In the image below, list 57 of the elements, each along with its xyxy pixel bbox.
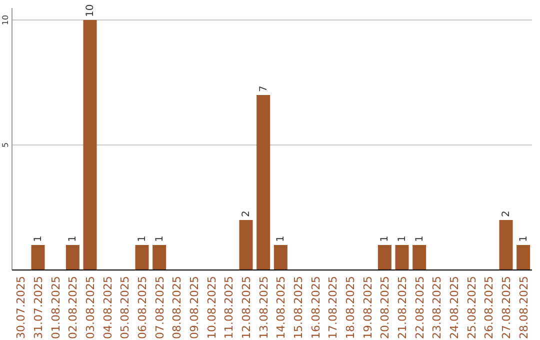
- x-tick-label: 02.08.2025: [66, 276, 80, 339]
- x-tick-label: 20.08.2025: [378, 276, 392, 339]
- bar: [239, 220, 253, 270]
- x-tick-label: 25.08.2025: [465, 276, 478, 339]
- x-tick-label: 11.08.2025: [222, 276, 236, 339]
- x-tick-label: 15.08.2025: [292, 276, 305, 339]
- x-tick-label: 13.08.2025: [257, 276, 270, 339]
- x-tick-label: 30.07.2025: [14, 276, 28, 339]
- data-label: 1: [68, 236, 79, 242]
- bar: [378, 245, 392, 270]
- bar: [31, 245, 45, 270]
- data-label: 2: [501, 210, 512, 217]
- x-tick-label: 03.08.2025: [84, 276, 97, 339]
- bar: [516, 245, 530, 270]
- x-tick-label: 19.08.2025: [361, 276, 374, 339]
- x-tick-label: 01.08.2025: [49, 276, 62, 339]
- data-label: 2: [241, 210, 252, 217]
- bar: [135, 245, 149, 270]
- data-label: 1: [154, 236, 166, 242]
- x-tick-label: 17.08.2025: [326, 276, 340, 339]
- x-tick-label: 05.08.2025: [118, 276, 132, 339]
- x-tick-label: 23.08.2025: [430, 276, 444, 339]
- x-tick-label: 07.08.2025: [153, 276, 166, 339]
- x-tick-label: 14.08.2025: [274, 276, 288, 339]
- data-label: 1: [380, 236, 391, 242]
- bar: [66, 245, 80, 270]
- data-label: 1: [397, 236, 408, 242]
- data-label: 1: [518, 236, 530, 242]
- bar: [395, 245, 409, 270]
- bar: [274, 245, 288, 270]
- x-tick-label: 06.08.2025: [136, 276, 149, 339]
- x-tick-label: 28.08.2025: [517, 276, 530, 339]
- x-tick-label: 26.08.2025: [482, 276, 496, 339]
- x-tick-label: 31.07.2025: [32, 276, 45, 339]
- data-label: 1: [137, 236, 148, 242]
- bar: [412, 245, 426, 270]
- bar: [152, 245, 166, 270]
- data-label: 1: [33, 236, 44, 242]
- x-tick-label: 04.08.2025: [101, 276, 114, 339]
- x-tick-label: 08.08.2025: [170, 276, 184, 339]
- x-tick-label: 16.08.2025: [309, 276, 322, 339]
- y-tick-label: 5: [1, 142, 10, 148]
- data-label: 10: [85, 4, 96, 17]
- data-label: 7: [258, 86, 270, 92]
- x-tick-label: 24.08.2025: [448, 276, 461, 339]
- bar: [499, 220, 513, 270]
- data-label: 1: [414, 236, 426, 242]
- bar: [83, 20, 97, 270]
- x-tick-label: 10.08.2025: [205, 276, 218, 339]
- data-label: 1: [276, 236, 287, 242]
- x-tick-label: 12.08.2025: [240, 276, 253, 339]
- x-tick-label: 18.08.2025: [344, 276, 357, 339]
- x-tick-label: 22.08.2025: [413, 276, 426, 339]
- x-tick-label: 21.08.2025: [396, 276, 409, 339]
- x-tick-label: 27.08.2025: [500, 276, 513, 339]
- bar: [256, 95, 270, 270]
- x-tick-label: 09.08.2025: [188, 276, 201, 339]
